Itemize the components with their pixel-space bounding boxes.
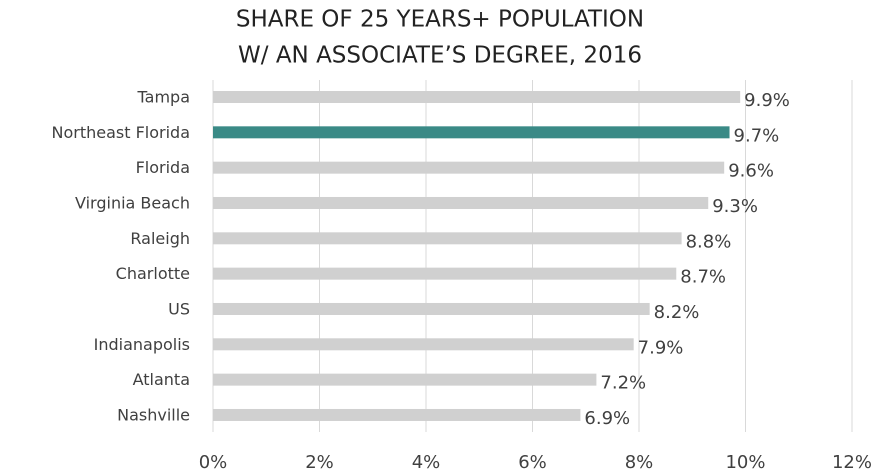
- x-tick-label: 6%: [518, 452, 547, 473]
- x-tick-label: 4%: [412, 452, 441, 473]
- bar: [213, 338, 634, 351]
- bar: [213, 196, 709, 209]
- chart-title: SHARE OF 25 YEARS+ POPULATION: [236, 7, 644, 33]
- bar: [213, 91, 741, 103]
- bar: [213, 232, 682, 245]
- y-tick-label: Nashville: [117, 405, 190, 424]
- data-label: 9.9%: [744, 90, 790, 111]
- data-label: 6.9%: [584, 408, 630, 429]
- bar: [213, 373, 597, 386]
- y-tick-label: US: [168, 299, 190, 318]
- data-label: 9.3%: [712, 196, 758, 217]
- data-label: 8.8%: [686, 231, 732, 252]
- chart-title: W/ AN ASSOCIATE’S DEGREE, 2016: [238, 43, 642, 69]
- bar: [213, 267, 677, 280]
- x-tick-label: 8%: [625, 452, 654, 473]
- data-label: 8.7%: [680, 267, 726, 288]
- x-tick-label: 2%: [305, 452, 334, 473]
- y-tick-label: Florida: [136, 158, 190, 177]
- x-tick-label: 10%: [725, 452, 765, 473]
- x-tick-label: 0%: [199, 452, 228, 473]
- y-tick-label: Charlotte: [116, 264, 190, 283]
- y-tick-label: Raleigh: [130, 229, 190, 248]
- bar: [213, 302, 650, 315]
- data-label: 8.2%: [654, 302, 700, 323]
- y-tick-label: Indianapolis: [94, 335, 190, 354]
- data-label: 7.9%: [638, 337, 684, 358]
- y-tick-label: Tampa: [137, 88, 190, 107]
- y-tick-label: Atlanta: [133, 370, 190, 389]
- data-label: 9.6%: [728, 161, 774, 182]
- y-tick-label: Virginia Beach: [75, 193, 190, 212]
- bar: [213, 408, 581, 421]
- data-label: 7.2%: [600, 373, 646, 394]
- bar: [213, 126, 730, 139]
- y-tick-label: Northeast Florida: [51, 123, 190, 142]
- x-tick-label: 12%: [832, 452, 872, 473]
- bar: [213, 161, 725, 174]
- data-label: 9.7%: [734, 125, 780, 146]
